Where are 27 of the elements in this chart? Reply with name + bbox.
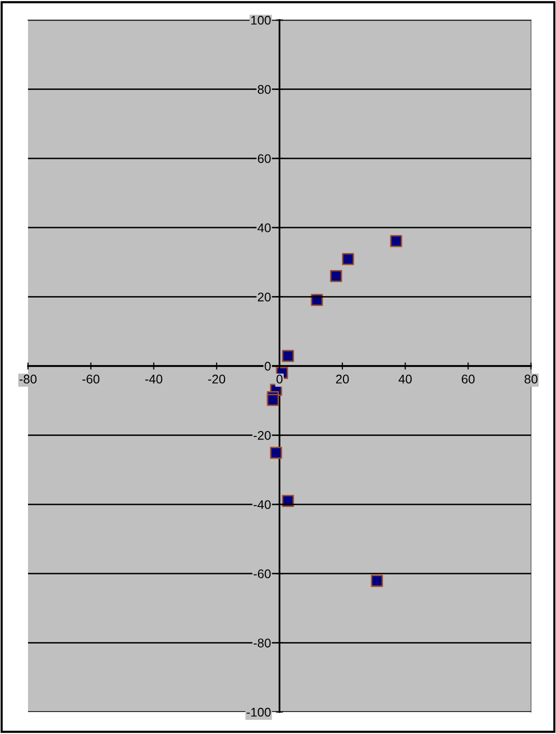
x-tick-label: -20: [208, 374, 226, 384]
x-tick-label: -60: [82, 374, 100, 384]
point: [282, 350, 294, 362]
x-tick-label: 20: [336, 374, 349, 384]
y-tick-label: 80: [258, 85, 271, 94]
point: [390, 235, 402, 248]
point: [370, 574, 384, 587]
y-tick-label: -80: [254, 638, 271, 648]
y-tick-label: 0: [264, 362, 271, 371]
point: [270, 446, 282, 459]
y-tick-label: -60: [254, 569, 271, 578]
y-tick-label: 40: [258, 223, 271, 232]
y-tick-label: -100: [246, 708, 271, 717]
x-tick-label: 0: [276, 374, 282, 384]
x-tick-label: -80: [20, 374, 37, 384]
point: [266, 394, 279, 406]
x-tick-label: 80: [524, 374, 538, 384]
y-tick-label: -20: [254, 431, 271, 440]
x-tick-label: 60: [462, 374, 475, 384]
y-tick-label: 20: [258, 292, 271, 302]
point: [330, 270, 342, 282]
y-tick-label: 100: [251, 16, 271, 25]
y-tick-label: -40: [254, 500, 271, 510]
y-tick-label: 60: [258, 154, 271, 164]
x-tick-label: 40: [398, 374, 412, 384]
point: [342, 253, 354, 266]
x-tick-label: -40: [145, 374, 162, 384]
